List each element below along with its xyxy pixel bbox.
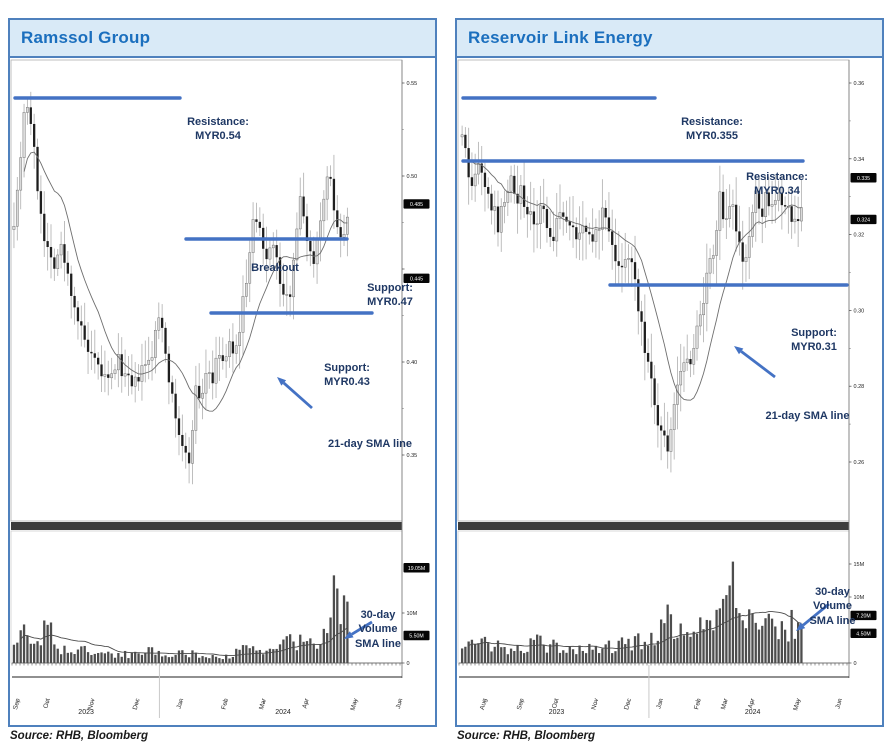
- svg-text:0.335: 0.335: [857, 176, 870, 182]
- svg-text:0.55: 0.55: [407, 81, 418, 87]
- svg-text:0.485: 0.485: [410, 202, 423, 208]
- svg-text:0.32: 0.32: [854, 233, 865, 239]
- source-note: Source: RHB, Bloomberg: [10, 730, 149, 742]
- svg-text:Nov: Nov: [87, 697, 97, 711]
- svg-text:Jun: Jun: [834, 697, 844, 709]
- svg-text:Oct: Oct: [551, 698, 560, 710]
- svg-text:0: 0: [407, 661, 410, 667]
- svg-text:Dec: Dec: [132, 697, 142, 711]
- svg-text:0.30: 0.30: [854, 308, 865, 314]
- svg-text:Sep: Sep: [12, 697, 22, 710]
- svg-text:0.50: 0.50: [407, 174, 418, 180]
- svg-text:Feb: Feb: [693, 697, 703, 710]
- annotation-sma-line: 21-day SMA line: [328, 438, 412, 450]
- svg-text:Oct: Oct: [42, 698, 51, 710]
- candlestick-chart: 0.36 0.34 0.32 0.30 0.28 0.26 15M 10M 0 0.335 0.32…: [457, 59, 877, 718]
- svg-text:5.50M: 5.50M: [409, 634, 423, 640]
- annotation-resistance-034: Resistance: MYR0.34: [746, 171, 808, 198]
- panel-ramssol: Ramssol Group 0.55 0.50 0.40 0.35 10M 0 0.485 0…: [8, 18, 437, 727]
- annotation-resistance-0355: Resistance: MYR0.355: [681, 116, 743, 143]
- svg-text:7.20M: 7.20M: [856, 614, 870, 620]
- svg-text:2023: 2023: [549, 709, 565, 716]
- svg-text:2024: 2024: [275, 709, 291, 716]
- source-note: Source: RHB, Bloomberg: [457, 730, 596, 742]
- svg-text:May: May: [350, 697, 360, 711]
- svg-text:0.35: 0.35: [407, 453, 418, 459]
- panel-title: Reservoir Link Energy: [468, 28, 653, 47]
- svg-text:Mar: Mar: [720, 697, 730, 710]
- svg-text:0.26: 0.26: [854, 460, 865, 466]
- svg-text:Jun: Jun: [395, 697, 405, 709]
- panel-reservoir-link: Reservoir Link Energy 0.36 0.34 0.32 0.30 0.…: [455, 18, 884, 727]
- annotation-volume-sma: 30-day Volume SMA line: [809, 586, 856, 627]
- svg-text:0: 0: [854, 661, 857, 667]
- annotation-breakout: Breakout: [251, 262, 299, 274]
- svg-text:Sep: Sep: [516, 697, 526, 710]
- svg-text:0.324: 0.324: [857, 218, 870, 224]
- svg-text:Nov: Nov: [590, 697, 600, 711]
- svg-text:Apr: Apr: [747, 697, 757, 709]
- svg-text:4.50M: 4.50M: [856, 632, 870, 638]
- svg-text:15M: 15M: [854, 562, 865, 568]
- svg-text:19.05M: 19.05M: [408, 566, 425, 572]
- svg-text:0.36: 0.36: [854, 81, 865, 87]
- svg-text:0.445: 0.445: [410, 277, 423, 283]
- svg-text:Jan: Jan: [176, 697, 186, 709]
- svg-text:Jan: Jan: [655, 697, 665, 709]
- annotation-resistance: Resistance: MYR0.54: [187, 116, 249, 143]
- svg-text:Apr: Apr: [301, 697, 311, 709]
- chart-area-ramssol: 0.55 0.50 0.40 0.35 10M 0 0.485 0.445 19.05M 5.50…: [10, 58, 435, 723]
- svg-text:May: May: [792, 697, 802, 711]
- svg-text:2023: 2023: [78, 709, 94, 716]
- annotation-support-047: Support: MYR0.47: [367, 282, 413, 309]
- panel-header: Reservoir Link Energy: [457, 20, 882, 58]
- annotation-sma-line: 21-day SMA line: [765, 410, 850, 422]
- svg-text:10M: 10M: [854, 595, 865, 601]
- panel-title: Ramssol Group: [21, 28, 151, 47]
- candlestick-chart: 0.55 0.50 0.40 0.35 10M 0 0.485 0.445 19.05M 5.50…: [10, 59, 430, 718]
- svg-text:Aug: Aug: [479, 697, 489, 710]
- svg-text:10M: 10M: [407, 611, 418, 617]
- annotation-volume-sma: 30-day Volume SMA line: [354, 609, 402, 650]
- svg-text:Mar: Mar: [258, 697, 268, 710]
- svg-text:Feb: Feb: [220, 697, 230, 710]
- panel-header: Ramssol Group: [10, 20, 435, 58]
- annotation-support-031: Support: MYR0.31: [791, 327, 837, 354]
- svg-text:2024: 2024: [745, 709, 761, 716]
- annotation-support-043: Support: MYR0.43: [324, 362, 370, 389]
- svg-text:0.34: 0.34: [854, 157, 865, 163]
- svg-text:Dec: Dec: [623, 697, 633, 711]
- svg-text:0.28: 0.28: [854, 384, 865, 390]
- svg-text:0.40: 0.40: [407, 360, 418, 366]
- chart-area-reservoir: 0.36 0.34 0.32 0.30 0.28 0.26 15M 10M 0 0.335 0.32…: [457, 58, 882, 723]
